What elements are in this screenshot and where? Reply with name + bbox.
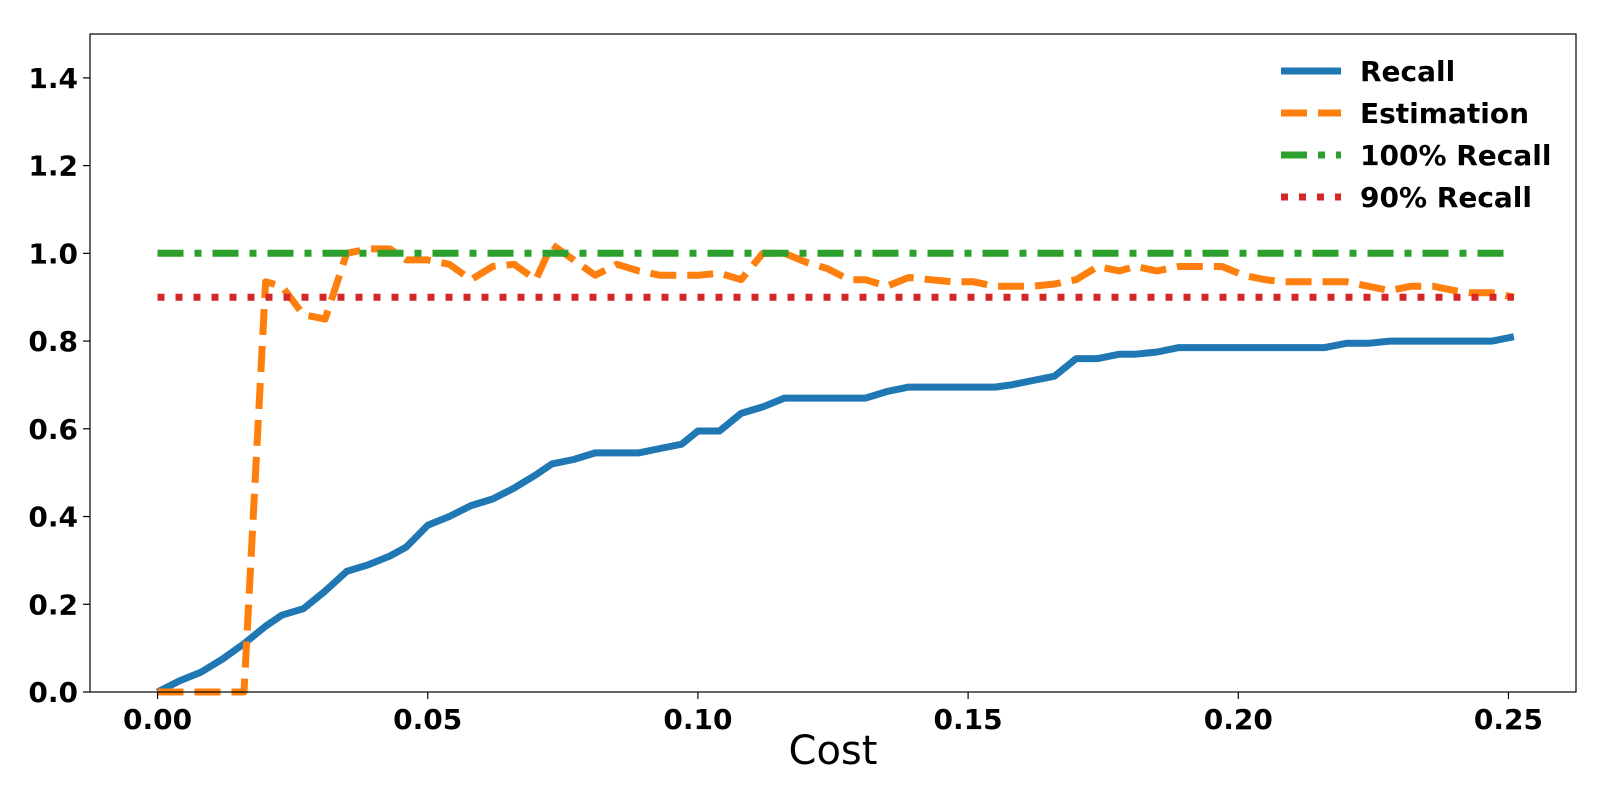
x-tick-label-4: 0.20: [1204, 703, 1273, 736]
x-tick-label-0: 0.00: [123, 703, 192, 736]
y-tick-label-6: 1.2: [28, 150, 78, 183]
series-layer: [155, 241, 1515, 696]
x-tick-label-1: 0.05: [393, 703, 462, 736]
plot-frame: [89, 33, 1577, 693]
series-line-0: [155, 333, 1515, 696]
x-axis: 0.00 0.05 0.10 0.15 0.20 0.25: [123, 692, 1543, 736]
series-line-1: [157, 241, 1515, 696]
y-tick-label-0: 0.0: [28, 676, 78, 709]
legend: Recall Estimation 100% Recall 90% Recall: [1281, 55, 1552, 214]
x-tick-label-5: 0.25: [1474, 703, 1543, 736]
legend-label-3: 90% Recall: [1360, 181, 1532, 214]
y-tick-label-2: 0.4: [28, 501, 78, 534]
x-axis-title: Cost: [789, 728, 878, 774]
y-tick-label-1: 0.2: [28, 588, 78, 621]
y-tick-label-3: 0.6: [28, 413, 78, 446]
x-tick-label-2: 0.10: [663, 703, 732, 736]
legend-label-2: 100% Recall: [1360, 139, 1552, 172]
y-axis: 0.0 0.2 0.4 0.6 0.8 1.0 1.2 1.4: [28, 62, 90, 709]
legend-label-0: Recall: [1360, 55, 1455, 88]
x-tick-label-3: 0.15: [934, 703, 1003, 736]
legend-label-1: Estimation: [1360, 97, 1529, 130]
y-tick-label-5: 1.0: [28, 237, 78, 270]
y-tick-label-4: 0.8: [28, 325, 78, 358]
y-tick-label-7: 1.4: [28, 62, 78, 95]
